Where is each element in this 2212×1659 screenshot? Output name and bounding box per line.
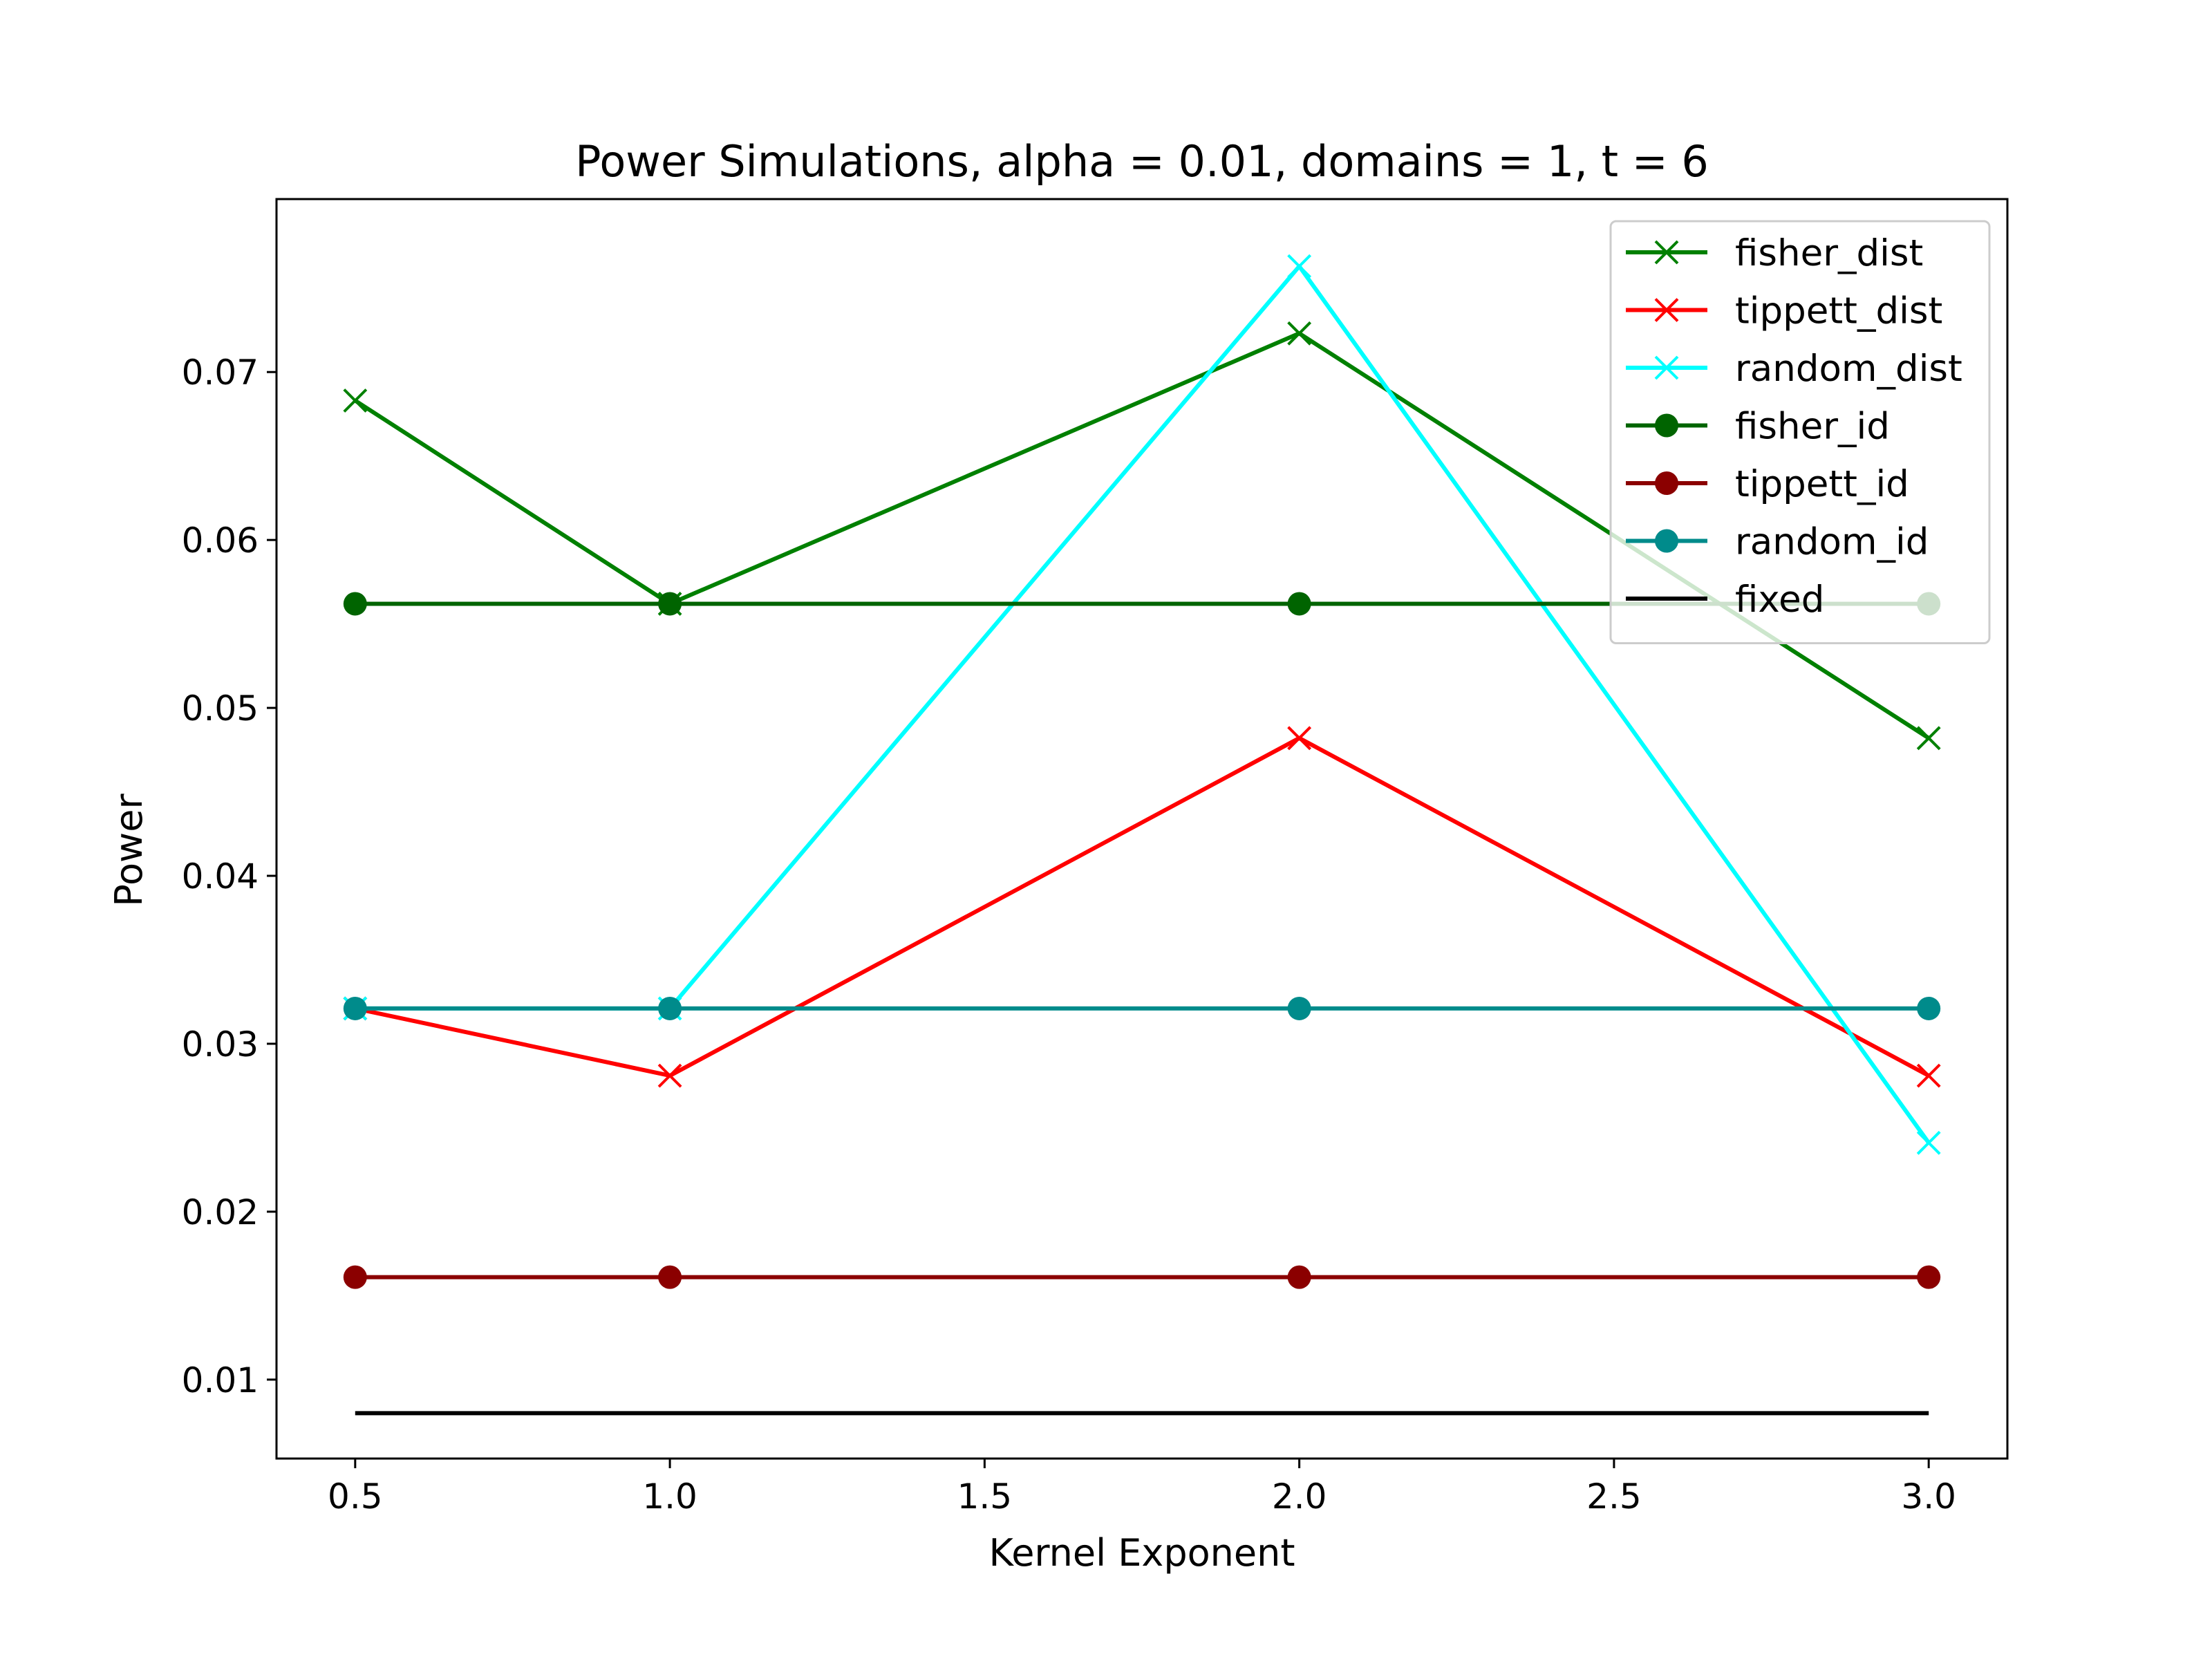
y-tick-label: 0.05 bbox=[182, 688, 259, 729]
legend-label: fisher_dist bbox=[1735, 232, 1923, 274]
x-tick-label: 0.5 bbox=[328, 1477, 383, 1517]
legend-label: random_dist bbox=[1735, 348, 1962, 390]
legend-marker bbox=[1654, 355, 1679, 380]
series-line-tippett-dist bbox=[355, 735, 1930, 1078]
legend-label: fixed bbox=[1735, 579, 1824, 621]
legend-marker bbox=[1655, 471, 1678, 495]
data-point-tippett-dist bbox=[1287, 726, 1312, 751]
y-tick-label: 0.04 bbox=[182, 856, 259, 897]
legend-marker bbox=[1655, 413, 1678, 438]
data-point-random-id bbox=[658, 996, 682, 1020]
y-tick-label: 0.02 bbox=[182, 1192, 259, 1232]
y-tick-label: 0.01 bbox=[182, 1360, 259, 1400]
legend-entry-tippett-dist: tippett_dist bbox=[1626, 290, 1942, 332]
legend-entry-random-dist: random_dist bbox=[1626, 348, 1962, 390]
x-axis-label: Kernel Exponent bbox=[988, 1531, 1295, 1575]
data-point-fisher-id bbox=[343, 592, 367, 616]
y-tick-label: 0.03 bbox=[182, 1024, 259, 1065]
data-point-fisher-dist bbox=[1916, 726, 1941, 751]
data-point-random-dist bbox=[1916, 1130, 1941, 1155]
series-tippett-id bbox=[343, 1265, 1941, 1289]
data-point-random-id bbox=[1917, 996, 1941, 1020]
legend-entry-tippett-id: tippett_id bbox=[1626, 463, 1909, 505]
data-point-tippett-id bbox=[658, 1265, 682, 1289]
axes-layer: 0.5 1.0 1.5 2.0 2.5 3.0 0.01 0.02 0.03 0.04 0.05 0.… bbox=[182, 198, 2009, 1517]
data-point-random-id bbox=[343, 996, 367, 1020]
legend-marker bbox=[1654, 298, 1679, 322]
x-tick-label: 2.0 bbox=[1272, 1477, 1327, 1517]
legend-entry-fixed: fixed bbox=[1626, 579, 1824, 621]
data-point-tippett-id bbox=[343, 1265, 367, 1289]
legend-entry-random-id: random_id bbox=[1626, 521, 1929, 563]
data-point-random-dist bbox=[1287, 254, 1312, 279]
y-axis-label: Power bbox=[107, 794, 151, 907]
legend-box bbox=[1609, 220, 1991, 644]
data-point-fisher-dist bbox=[1287, 321, 1312, 346]
legend-entry-fisher-id: fisher_id bbox=[1626, 406, 1890, 448]
legend: fisher_dist tippett_dist random_distfisher… bbox=[1609, 220, 1991, 644]
data-point-tippett-dist bbox=[1916, 1063, 1941, 1088]
legend-marker bbox=[1654, 240, 1679, 265]
legend-label: tippett_dist bbox=[1735, 290, 1942, 332]
y-tick-label: 0.06 bbox=[182, 521, 259, 561]
data-point-fisher-id bbox=[658, 592, 682, 616]
data-point-random-id bbox=[1287, 996, 1311, 1020]
chart-title: Power Simulations, alpha = 0.01, domains… bbox=[575, 136, 1709, 187]
x-tick-label: 1.5 bbox=[957, 1477, 1013, 1517]
legend-marker bbox=[1655, 529, 1678, 553]
data-point-tippett-id bbox=[1287, 1265, 1311, 1289]
data-point-tippett-dist bbox=[657, 1063, 682, 1088]
legend-label: tippett_id bbox=[1735, 463, 1909, 505]
x-tick-label: 3.0 bbox=[1901, 1477, 1956, 1517]
data-point-fisher-dist bbox=[343, 388, 368, 413]
series-layer bbox=[343, 254, 1941, 1416]
data-point-tippett-id bbox=[1917, 1265, 1941, 1289]
x-tick-label: 1.0 bbox=[642, 1477, 697, 1517]
x-tick-label: 2.5 bbox=[1586, 1477, 1642, 1517]
y-tick-label: 0.07 bbox=[182, 353, 259, 393]
legend-label: fisher_id bbox=[1735, 406, 1890, 448]
series-random-id bbox=[343, 996, 1941, 1020]
data-point-fisher-id bbox=[1287, 592, 1311, 616]
legend-entry-fisher-dist: fisher_dist bbox=[1626, 232, 1923, 274]
axes-frame bbox=[275, 198, 2009, 1460]
legend-label: random_id bbox=[1735, 521, 1929, 563]
